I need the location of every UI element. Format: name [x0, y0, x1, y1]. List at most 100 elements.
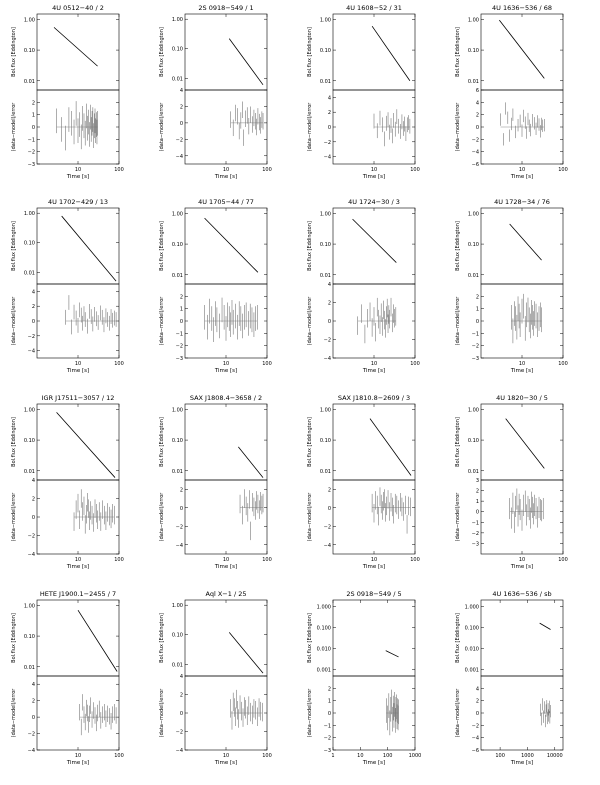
residual-tick-label: 4 [328, 95, 331, 101]
flux-tick-label: 0.01 [172, 273, 183, 279]
flux-tick-label: 0.10 [172, 47, 183, 53]
flux-tick-label: 0.100 [465, 625, 479, 631]
flux-frame [480, 599, 564, 677]
flux-tick-label: 1.000 [465, 604, 479, 610]
residual-tick-label: −4 [324, 356, 331, 362]
panel-title: 4U 1724−30 / 3 [348, 198, 400, 206]
flux-tick-label: 1.00 [24, 17, 35, 23]
x-tick-label: 10 [223, 167, 229, 173]
residual-tick-label: −3 [324, 748, 331, 754]
residual-tick-label: 2 [476, 113, 479, 119]
panel-title: 4U 1705−44 / 77 [198, 198, 254, 206]
flux-tick-label: 1.00 [468, 407, 479, 413]
panel-14: Aql X−1 / 25 Bol.flux [Eddington] (data−mo… [159, 590, 272, 766]
x-tick-label: 10 [223, 557, 229, 563]
x-tick-label: 100 [262, 557, 272, 563]
residual-frame [332, 675, 416, 751]
model-curve [369, 418, 412, 476]
residual-tick-label: −4 [176, 543, 183, 549]
x-axis-label: Time [s] [214, 760, 237, 766]
panel-title: 4U 1702−429 / 13 [48, 198, 108, 206]
residual-tick-label: 2 [32, 100, 35, 106]
flux-axis-label: Bol.flux [Eddington] [159, 613, 165, 663]
flux-tick-label: 0.100 [317, 625, 331, 631]
panel-11: SAX J1810.8−2609 / 3 Bol.flux [Eddington]… [307, 394, 420, 570]
residual-tick-label: −4 [176, 748, 183, 754]
residual-tick-label: −2 [324, 736, 331, 742]
residual-tick-label: 0 [476, 125, 479, 131]
panel-8: 4U 1728−34 / 76 Bol.flux [Eddington] (data… [455, 198, 568, 374]
residual-tick-label: 1 [476, 499, 479, 505]
flux-tick-label: 0.010 [317, 647, 331, 653]
x-tick-label: 100 [114, 753, 124, 759]
flux-tick-label: 1.00 [320, 211, 331, 217]
model-curve [228, 632, 264, 674]
x-tick-label: 1000 [409, 753, 422, 759]
flux-axis-label: Bol.flux [Eddington] [11, 221, 17, 271]
flux-tick-label: 0.01 [172, 662, 183, 668]
residual-axis-label: (data−model)/error [159, 688, 165, 738]
residual-tick-label: 0 [180, 121, 183, 127]
flux-axis-label: Bol.flux [Eddington] [11, 417, 17, 467]
x-tick-label: 10 [519, 557, 525, 563]
residual-tick-label: 2 [476, 699, 479, 705]
x-axis-label: Time [s] [362, 368, 385, 374]
residual-tick-label: −2 [176, 524, 183, 530]
residual-tick-label: −2 [472, 344, 479, 350]
flux-tick-label: 0.01 [172, 76, 183, 82]
residual-tick-label: −2 [324, 524, 331, 530]
residual-tick-label: −1 [176, 331, 183, 337]
flux-tick-label: 0.10 [24, 48, 35, 54]
flux-frame [184, 13, 268, 91]
x-tick-label: 100 [262, 167, 272, 173]
flux-frame [184, 599, 268, 677]
residual-tick-label: 1 [180, 307, 183, 313]
residual-tick-label: 4 [180, 674, 183, 680]
residual-tick-label: −3 [28, 162, 35, 168]
x-axis-label: Time [s] [510, 368, 533, 374]
flux-axis-label: Bol.flux [Eddington] [11, 27, 17, 77]
residual-tick-label: 4 [328, 282, 331, 288]
flux-tick-label: 0.01 [24, 270, 35, 276]
panel-13: HETE J1900.1−2455 / 7 Bol.flux [Eddington… [11, 590, 124, 766]
x-tick-label: 10000 [547, 753, 563, 759]
x-tick-label: 100 [410, 361, 420, 367]
residual-axis-label: (data−model)/error [307, 296, 313, 346]
residual-tick-label: 1 [328, 699, 331, 705]
residual-tick-label: 4 [476, 686, 479, 692]
residual-tick-label: 0 [180, 319, 183, 325]
x-tick-label: 10 [75, 753, 81, 759]
residual-axis-label: (data−model)/error [11, 688, 17, 738]
flux-tick-label: 0.01 [468, 79, 479, 85]
panel-title: IGR J17511−3057 / 12 [42, 394, 115, 402]
residual-tick-label: 3 [476, 478, 479, 484]
flux-tick-label: 0.001 [317, 668, 331, 674]
residual-tick-label: 2 [32, 304, 35, 310]
panel-title: 4U 1608−52 / 31 [346, 4, 402, 12]
residual-tick-label: −4 [324, 155, 331, 161]
model-curve [77, 609, 118, 672]
flux-tick-label: 1.00 [172, 17, 183, 23]
residual-tick-label: 2 [476, 489, 479, 495]
residual-tick-label: 2 [328, 487, 331, 493]
x-axis-label: Time [s] [510, 564, 533, 570]
residual-tick-label: 0 [328, 319, 331, 325]
residual-tick-label: −2 [324, 140, 331, 146]
x-axis-label: Time [s] [362, 760, 385, 766]
residual-tick-label: 2 [32, 497, 35, 503]
residual-tick-label: −6 [472, 162, 479, 168]
residual-tick-label: −2 [28, 150, 35, 156]
residual-tick-label: −4 [324, 543, 331, 549]
panel-title: 4U 1636−536 / sb [492, 590, 551, 598]
model-curve [385, 650, 399, 658]
flux-axis-label: Bol.flux [Eddington] [455, 27, 461, 77]
flux-tick-label: 1.00 [320, 17, 331, 23]
residual-axis-label: (data−model)/error [159, 296, 165, 346]
x-tick-label: 100 [114, 167, 124, 173]
flux-tick-label: 0.01 [468, 469, 479, 475]
x-tick-label: 100 [410, 557, 420, 563]
x-tick-label: 10 [223, 361, 229, 367]
residual-tick-label: −6 [472, 748, 479, 754]
panel-15: 2S 0918−549 / 5 Bol.flux [Eddington] (data… [307, 590, 421, 766]
